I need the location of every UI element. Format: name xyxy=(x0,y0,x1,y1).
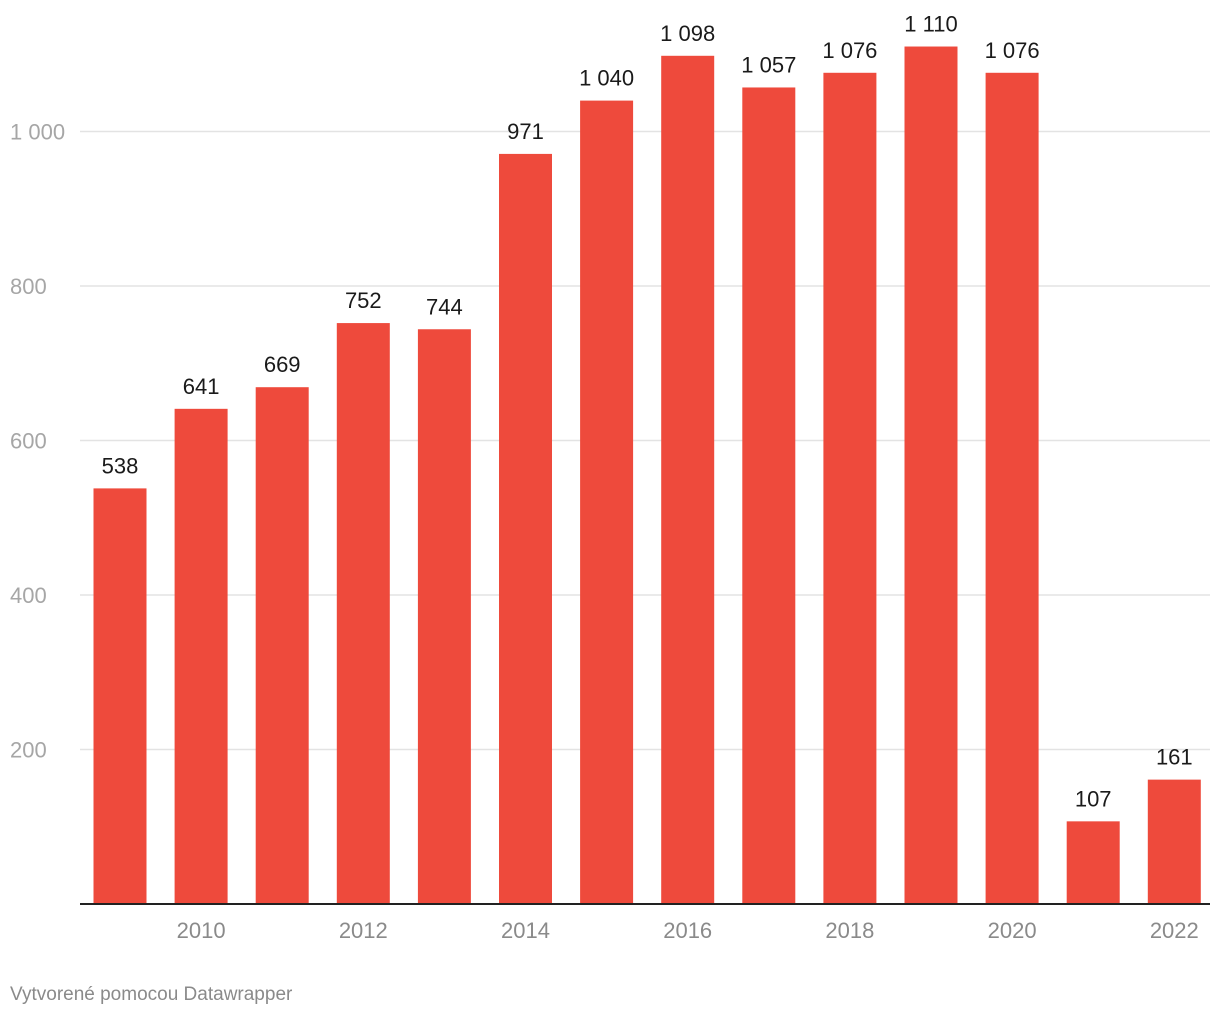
bar xyxy=(1066,821,1120,904)
bar-value-label: 1 057 xyxy=(741,52,796,77)
bar xyxy=(823,72,877,905)
x-tick-label: 2016 xyxy=(663,918,712,943)
bar-value-label: 641 xyxy=(183,374,220,399)
y-tick-label: 600 xyxy=(10,429,47,454)
bar-value-label: 1 076 xyxy=(985,38,1040,63)
bar xyxy=(904,46,958,904)
bar xyxy=(580,100,634,905)
bar-value-label: 1 076 xyxy=(822,38,877,63)
y-tick-label: 400 xyxy=(10,583,47,608)
bar-value-label: 1 098 xyxy=(660,21,715,46)
bar xyxy=(742,87,796,904)
bar xyxy=(417,329,471,904)
bar xyxy=(255,387,309,904)
y-tick-label: 200 xyxy=(10,738,47,763)
y-tick-label: 1 000 xyxy=(10,120,65,145)
x-tick-label: 2010 xyxy=(177,918,226,943)
bar xyxy=(93,488,147,904)
bar xyxy=(499,153,552,905)
footer-credit: Vytvorené pomocou Datawrapper xyxy=(10,984,293,1005)
bar-value-label: 669 xyxy=(264,352,301,377)
bar xyxy=(336,323,390,905)
x-tick-label: 2012 xyxy=(339,918,388,943)
bar-value-label: 752 xyxy=(345,288,382,313)
bar-value-label: 161 xyxy=(1156,745,1193,770)
x-tick-label: 2014 xyxy=(501,918,550,943)
x-tick-label: 2018 xyxy=(825,918,874,943)
bar-value-label: 107 xyxy=(1075,786,1112,811)
bar xyxy=(174,408,228,904)
bar-value-label: 1 040 xyxy=(579,66,634,91)
bar-value-label: 1 110 xyxy=(904,12,957,37)
bar xyxy=(661,55,715,905)
x-tick-label: 2020 xyxy=(988,918,1037,943)
bar-value-label: 538 xyxy=(102,453,139,478)
bar xyxy=(985,72,1039,905)
bar-value-label: 971 xyxy=(507,119,544,144)
bar-value-label: 744 xyxy=(426,294,463,319)
bar-chart: 200 400 600 800 1 000 538 641 669 752 744 971 1 040… xyxy=(10,12,1210,943)
y-tick-label: 800 xyxy=(10,274,47,299)
x-tick-label: 2022 xyxy=(1150,918,1199,943)
bar xyxy=(1147,779,1201,904)
